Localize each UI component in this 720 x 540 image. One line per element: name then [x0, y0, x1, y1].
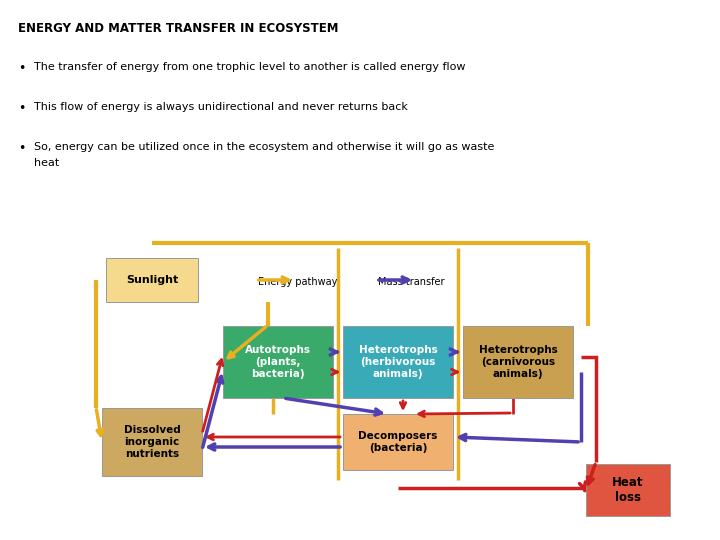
Text: •: • — [18, 142, 25, 155]
Text: Dissolved
inorganic
nutrients: Dissolved inorganic nutrients — [124, 426, 181, 458]
FancyBboxPatch shape — [343, 326, 453, 398]
Text: •: • — [18, 102, 25, 115]
FancyBboxPatch shape — [102, 408, 202, 476]
Text: •: • — [18, 62, 25, 75]
Text: Autotrophs
(plants,
bacteria): Autotrophs (plants, bacteria) — [245, 346, 311, 379]
Text: Sunlight: Sunlight — [126, 275, 178, 285]
FancyBboxPatch shape — [343, 414, 453, 470]
Text: Energy pathway: Energy pathway — [258, 277, 338, 287]
Text: The transfer of energy from one trophic level to another is called energy flow: The transfer of energy from one trophic … — [34, 62, 466, 72]
Text: Heat
loss: Heat loss — [612, 476, 644, 504]
Text: Mass transfer: Mass transfer — [378, 277, 444, 287]
Text: Decomposers
(bacteria): Decomposers (bacteria) — [359, 431, 438, 453]
FancyBboxPatch shape — [106, 258, 198, 302]
FancyBboxPatch shape — [223, 326, 333, 398]
Text: So, energy can be utilized once in the ecosystem and otherwise it will go as was: So, energy can be utilized once in the e… — [34, 142, 495, 152]
FancyBboxPatch shape — [463, 326, 573, 398]
Text: Heterotrophs
(herbivorous
animals): Heterotrophs (herbivorous animals) — [359, 346, 437, 379]
Text: heat: heat — [34, 158, 59, 168]
Text: ENERGY AND MATTER TRANSFER IN ECOSYSTEM: ENERGY AND MATTER TRANSFER IN ECOSYSTEM — [18, 22, 338, 35]
FancyBboxPatch shape — [586, 464, 670, 516]
Text: Heterotrophs
(carnivorous
animals): Heterotrophs (carnivorous animals) — [479, 346, 557, 379]
Text: This flow of energy is always unidirectional and never returns back: This flow of energy is always unidirecti… — [34, 102, 408, 112]
